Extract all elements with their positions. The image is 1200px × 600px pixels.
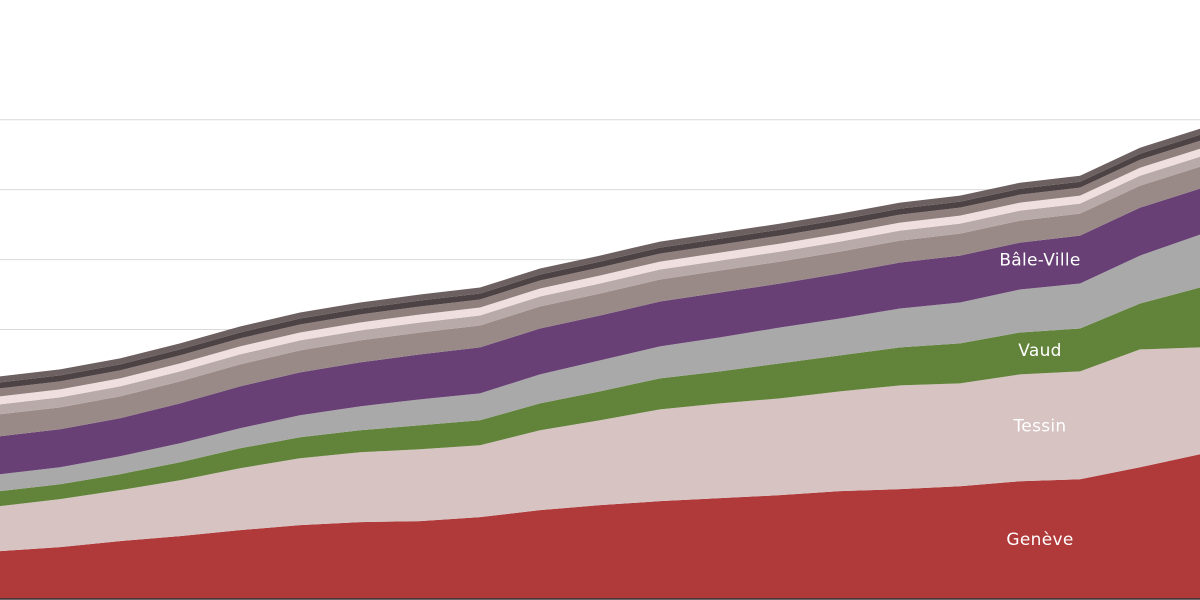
area-gen-ve	[0, 454, 1200, 599]
area-s-rie-9	[0, 140, 1200, 397]
area-s-rie-7	[0, 156, 1200, 415]
area-tessin	[0, 347, 1200, 552]
area-s-rie-8	[0, 148, 1200, 405]
series-labels: Genève Tessin Vaud Bâle-Ville	[999, 251, 1080, 551]
label-vaud: Vaud	[1018, 341, 1062, 361]
area-b-le-ville	[0, 188, 1200, 475]
area-s-rie-11	[0, 128, 1200, 383]
area-series	[0, 128, 1200, 599]
area-vaud	[0, 287, 1200, 507]
area-zoug	[0, 234, 1200, 492]
area-s-rie-6	[0, 166, 1200, 437]
label-gen-ve: Genève	[1006, 530, 1073, 550]
label-tessin: Tessin	[1013, 416, 1067, 436]
label-b-le-ville: Bâle-Ville	[999, 251, 1080, 271]
